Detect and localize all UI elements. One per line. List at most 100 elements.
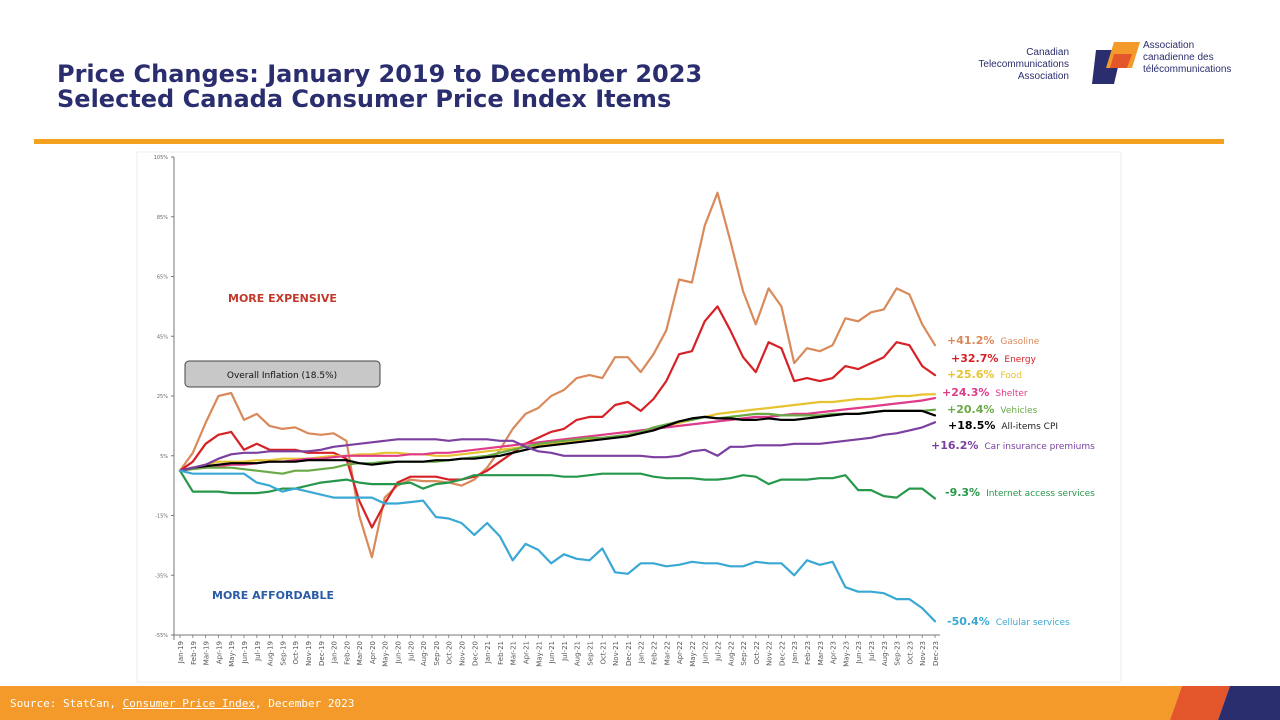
series-line-cellular-services [178,469,937,623]
logo-fr-line: canadienne des [1143,52,1214,63]
x-tick-label: Nov-21 [612,641,620,666]
x-tick-label: Mar-21 [510,641,518,665]
logo-french-name: Association canadienne des télécommunica… [1143,40,1231,76]
logo-en-line: Telecommunications [978,59,1069,70]
x-tick-label: Jan-19 [177,641,185,664]
y-tick-label: -55% [155,633,168,639]
page-subtitle: Selected Canada Consumer Price Index Ite… [57,85,672,113]
y-tick-label: 65% [157,275,168,281]
logo-english-name: Canadian Telecommunications Association [978,47,1069,83]
series-name-shelter: Shelter [995,389,1028,399]
x-tick-label: Dec-22 [778,641,786,666]
x-tick-label: May-23 [842,641,850,667]
series-name-gasoline: Gasoline [1000,337,1039,347]
x-tick-label: Sep-23 [894,641,902,666]
x-tick-label: Sep-20 [433,641,441,666]
series-name-car-insurance-premiums: Car insurance premiums [984,442,1095,452]
cta-logo: Canadian Telecommunications Association … [978,40,1242,86]
series-label-energy: +32.7% Energy [951,352,1037,365]
x-tick-label: Sep-21 [586,641,594,666]
x-tick-label: Jun-19 [241,641,249,664]
overall-inflation-text: Overall Inflation (18.5%) [227,371,337,381]
x-tick-label: Mar-20 [356,641,364,665]
x-tick-label: Jan-21 [484,641,492,664]
series-value-car-insurance-premiums: +16.2% [931,439,978,452]
page-title: Price Changes: January 2019 to December … [57,60,703,88]
source-link[interactable]: Consumer Price Index [122,697,256,710]
series-labels: +41.2% Gasoline +32.7% Energy +25.6% Food +24.… [931,334,1095,628]
more-affordable-annotation: MORE AFFORDABLE [212,589,334,602]
x-tick-label: May-19 [228,641,236,667]
logo-fr-line: télécommunications [1143,64,1232,75]
y-tick-label: 25% [157,394,168,400]
x-tick-label: Sep-19 [279,641,287,666]
x-tick-label: Mar-19 [203,641,211,665]
series-name-all-items-cpi: All-items CPI [1001,422,1058,432]
series-label-vehicles: +20.4% Vehicles [947,403,1038,416]
series-value-vehicles: +20.4% [947,403,994,416]
series-name-internet-access-services: Internet access services [986,489,1095,499]
y-tick-label: -15% [155,514,168,520]
series-value-internet-access-services: -9.3% [945,486,980,499]
x-tick-label: May-22 [689,641,697,667]
x-tick-label: Jan-22 [638,641,646,664]
x-tick-label: Jul-23 [868,641,876,662]
more-expensive-annotation: MORE EXPENSIVE [228,292,337,305]
series-name-vehicles: Vehicles [1000,406,1037,416]
x-tick-label: Aug-20 [420,641,428,666]
x-tick-label: Dec-21 [625,641,633,666]
logo-mark-icon [1092,42,1140,84]
series-value-food: +25.6% [947,368,994,381]
series-line-all-items-cpi [178,409,937,472]
series-value-gasoline: +41.2% [947,334,994,347]
x-tick-label: Jun-21 [548,641,556,664]
x-tick-label: Jun-22 [702,641,710,664]
series-lines [178,191,937,623]
logo-en-line: Association [1017,71,1069,82]
x-tick-label: Feb-20 [343,641,351,665]
x-tick-label: Jun-20 [395,641,403,664]
series-name-food: Food [1000,371,1022,381]
x-tick-label: Feb-22 [650,641,658,665]
x-tick-label: Aug-19 [267,641,275,666]
x-tick-label: Aug-22 [727,641,735,666]
x-tick-label: Feb-21 [497,641,505,665]
x-tick-label: Oct-23 [906,641,914,665]
overall-inflation-callout [184,360,381,388]
cpi-line-chart: 105% 85% 65% 45% 25% 5% -15% -35% -55% Jan-19 Feb… [136,151,1122,683]
y-tick-label: 5% [160,454,168,460]
x-tick-label: Jul-22 [714,641,722,662]
y-tick-label: 85% [157,215,168,221]
logo-fr-line: Association [1143,40,1195,51]
x-tick-label: Nov-22 [766,641,774,666]
x-tick-label: Oct-21 [599,641,607,665]
series-line-shelter [178,397,937,472]
series-line-vehicles [178,408,937,475]
x-tick-label: Sep-22 [740,641,748,666]
x-tick-label: Aug-21 [574,641,582,666]
series-label-shelter: +24.3% Shelter [942,386,1028,399]
source-suffix: , December 2023 [255,697,355,710]
x-tick-label: Feb-23 [804,641,812,665]
x-tick-label: Jul-19 [254,641,262,662]
series-name-energy: Energy [1004,355,1036,365]
x-axis: Jan-19 Feb-19 Mar-19 Apr-19 May-19 Jun-19 Jul-… [177,635,940,667]
x-tick-label: Apr-22 [676,641,684,664]
x-tick-label: Feb-19 [190,641,198,665]
x-tick-label: Apr-21 [523,641,531,664]
series-label-food: +25.6% Food [947,368,1022,381]
series-line-car-insurance-premiums [178,421,937,472]
footer-bar [0,686,1280,720]
y-tick-label: 105% [154,155,169,161]
series-label-car-insurance-premiums: +16.2% Car insurance premiums [931,439,1095,452]
title-block: Price Changes: January 2019 to December … [57,62,702,112]
x-tick-label: Jul-20 [407,641,415,662]
x-tick-label: Apr-20 [369,641,377,664]
source-note: Source: StatCan, Consumer Price Index, D… [10,697,354,711]
x-tick-label: Oct-22 [753,641,761,665]
header-rule [34,139,1224,144]
x-tick-label: Nov-20 [459,641,467,666]
series-value-shelter: +24.3% [942,386,989,399]
x-tick-label: Dec-23 [932,641,940,666]
x-tick-label: Jun-23 [855,641,863,664]
